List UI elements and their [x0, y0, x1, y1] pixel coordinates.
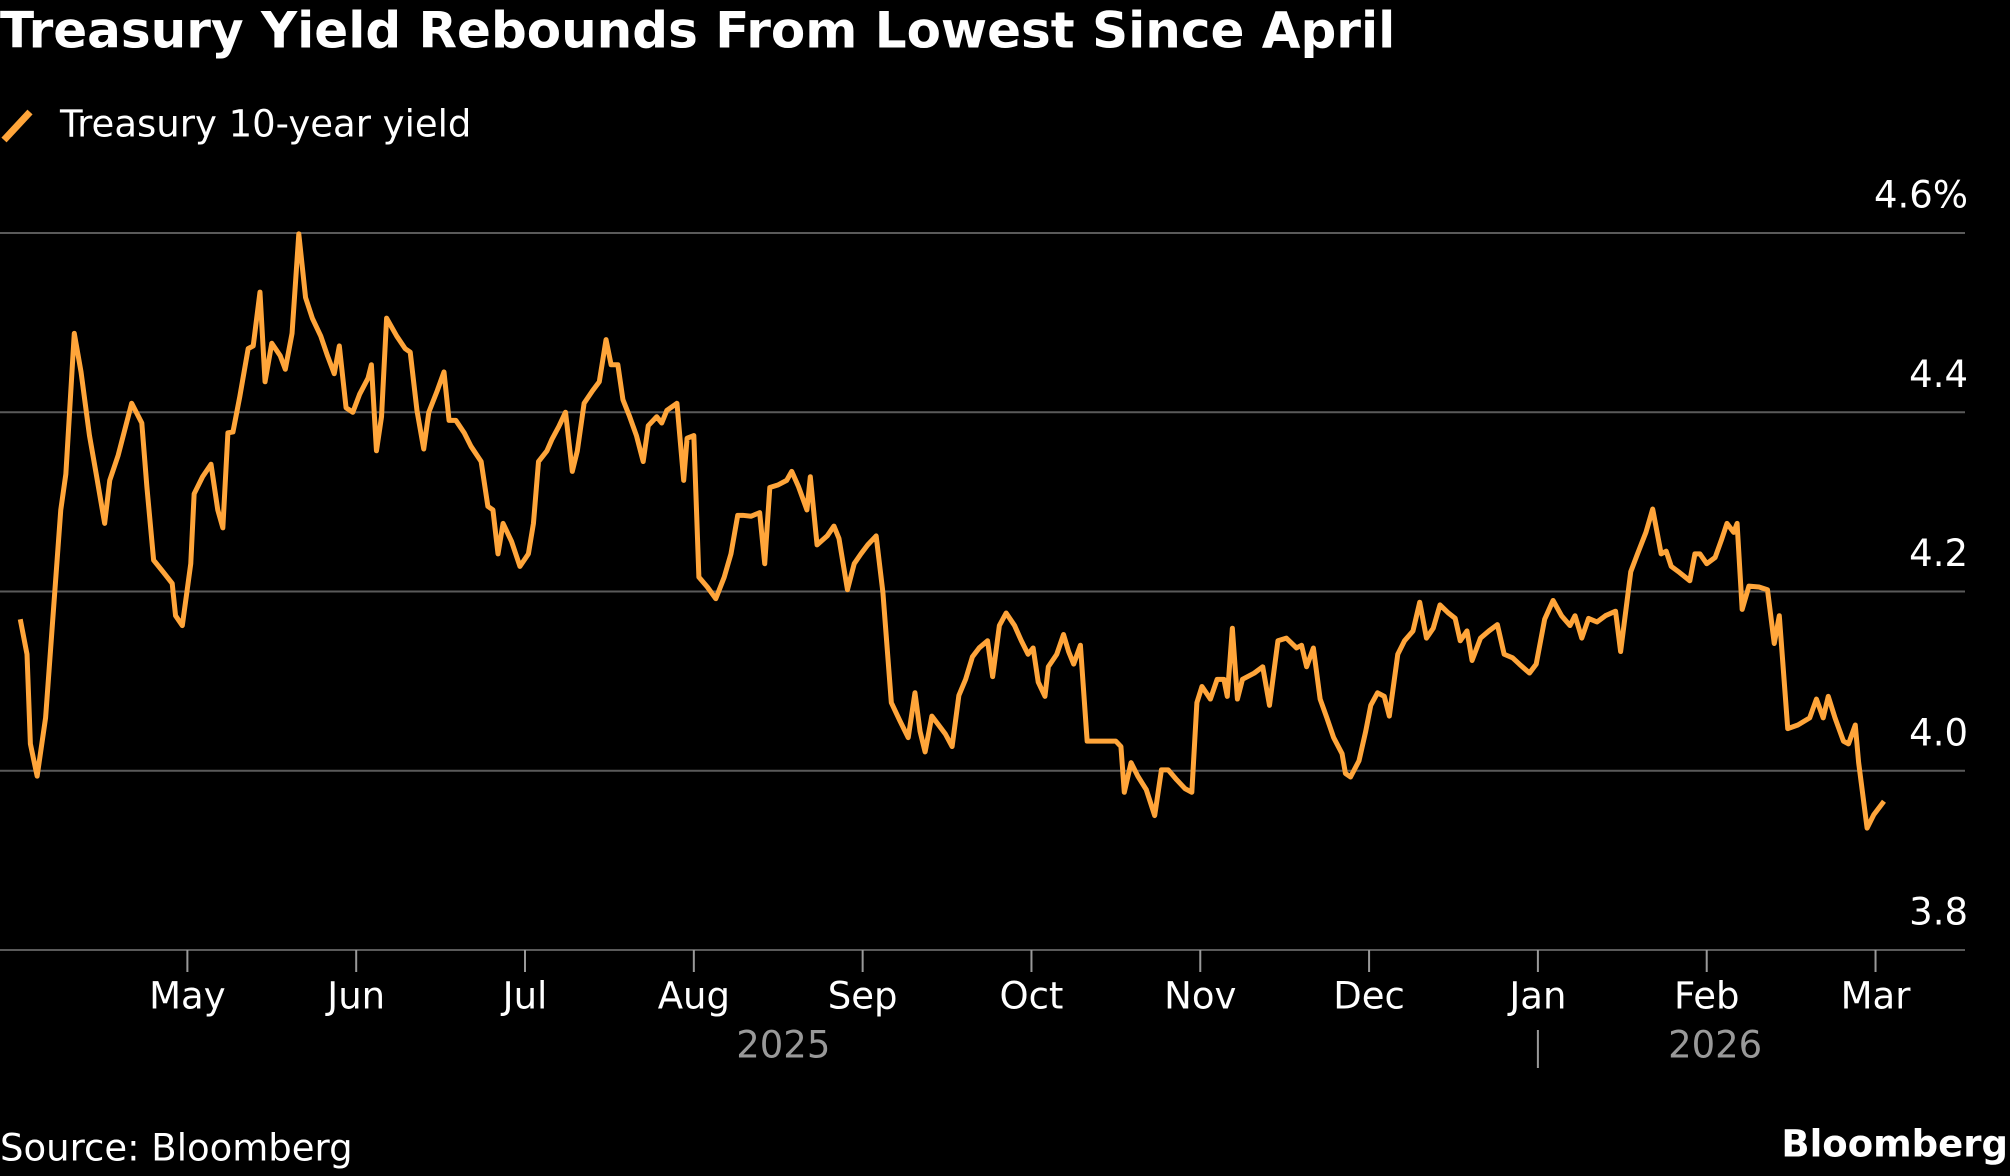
- x-tick-label: Nov: [1164, 975, 1236, 1018]
- y-tick-label: 4.6%: [1874, 174, 1968, 217]
- y-tick-label: 4.2: [1909, 532, 1968, 575]
- x-tick-label: Dec: [1333, 975, 1405, 1018]
- x-tick-label: Feb: [1674, 975, 1740, 1018]
- source: Source: Bloomberg: [0, 1127, 353, 1170]
- year-label: 2025: [736, 1024, 830, 1067]
- year-label: 2026: [1668, 1024, 1762, 1067]
- y-tick-label: 3.8: [1909, 891, 1968, 934]
- legend-swatch: [1, 109, 33, 143]
- chart-title: Treasury Yield Rebounds From Lowest Sinc…: [0, 2, 1395, 60]
- x-tick-label: Oct: [999, 975, 1063, 1018]
- y-tick-label: 4.4: [1909, 353, 1968, 396]
- x-tick-label: Jan: [1507, 975, 1566, 1018]
- legend-label: Treasury 10-year yield: [59, 103, 471, 146]
- x-tick-label: Aug: [658, 975, 730, 1018]
- x-tick-label: Jun: [325, 975, 385, 1018]
- series-line: [17, 231, 1886, 831]
- x-tick-label: Mar: [1841, 975, 1912, 1018]
- x-tick-label: Sep: [828, 975, 898, 1018]
- x-tick-label: Jul: [501, 975, 548, 1018]
- x-tick-label: May: [149, 975, 226, 1018]
- y-tick-label: 4.0: [1909, 711, 1968, 754]
- brand: Bloomberg: [1781, 1123, 2008, 1166]
